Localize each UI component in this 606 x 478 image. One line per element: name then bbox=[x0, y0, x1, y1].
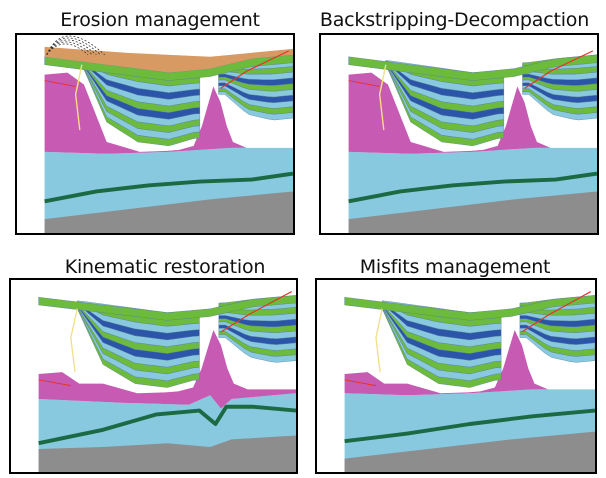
upper-green-layer bbox=[38, 295, 296, 321]
cross-section-erosion bbox=[44, 35, 293, 233]
fault-left bbox=[378, 64, 387, 131]
fault-right bbox=[524, 50, 594, 89]
fault-salt bbox=[344, 379, 377, 387]
fault-right bbox=[220, 291, 292, 333]
panel-title-misfits: Misfits management bbox=[359, 256, 551, 278]
cross-section-misfits bbox=[344, 291, 595, 472]
fault-right bbox=[220, 50, 290, 89]
salt-body bbox=[344, 329, 595, 396]
panel-title-erosion: Erosion management bbox=[60, 9, 260, 31]
salt-body bbox=[348, 72, 597, 154]
fault-left bbox=[375, 308, 383, 373]
fault-left bbox=[70, 308, 78, 373]
panel-erosion-management bbox=[15, 33, 295, 235]
panel-misfits-management bbox=[315, 278, 597, 474]
salt-body bbox=[38, 329, 296, 409]
basement-layer bbox=[348, 191, 597, 233]
marker-horizon bbox=[44, 171, 293, 204]
eroded-layer bbox=[44, 46, 293, 73]
panel-title-kinematic: Kinematic restoration bbox=[64, 256, 266, 278]
fault-salt bbox=[38, 379, 71, 387]
eroded-dome-outline bbox=[46, 39, 97, 56]
panel-backstripping-decompaction bbox=[319, 33, 599, 235]
cross-section-backstripping bbox=[348, 50, 597, 233]
upper-green-layer bbox=[344, 295, 595, 321]
fault-salt bbox=[44, 80, 76, 87]
cross-section-kinematic bbox=[38, 291, 296, 472]
panel-title-backstripping: Backstripping-Decompaction bbox=[319, 9, 590, 31]
panel-kinematic-restoration bbox=[9, 278, 298, 474]
basement-layer bbox=[44, 191, 293, 233]
marker-horizon bbox=[348, 171, 597, 204]
eroded-dome-outline bbox=[46, 37, 101, 56]
upper-green-layer bbox=[348, 54, 597, 81]
fault-salt bbox=[348, 80, 380, 87]
basement-layer bbox=[38, 435, 296, 472]
basement-layer bbox=[344, 431, 595, 472]
fault-left bbox=[74, 64, 83, 131]
fault-right bbox=[521, 291, 592, 333]
eroded-dome-outline bbox=[46, 41, 93, 56]
salt-body bbox=[44, 72, 293, 154]
marker-horizon bbox=[38, 404, 296, 446]
marker-horizon bbox=[344, 408, 595, 444]
eroded-dome-outline bbox=[46, 43, 89, 56]
